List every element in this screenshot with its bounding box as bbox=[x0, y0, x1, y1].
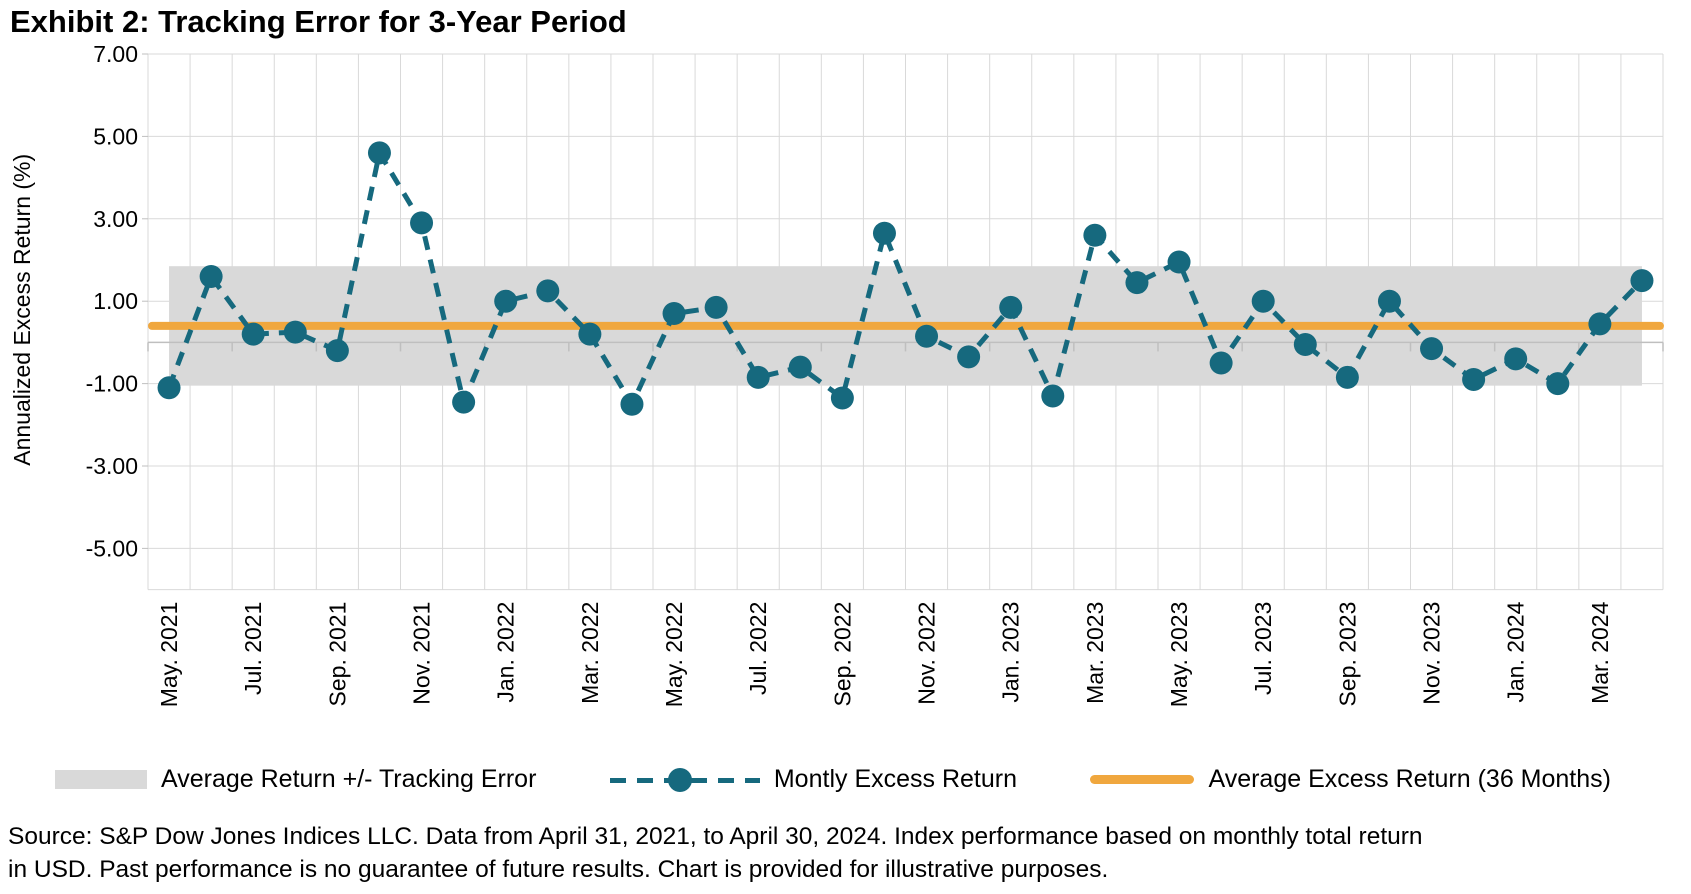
data-point-jan-2022 bbox=[494, 289, 518, 313]
data-point-jul-2023 bbox=[1251, 289, 1275, 313]
x-tick-label: Nov. 2022 bbox=[914, 601, 940, 704]
data-point-feb-2024 bbox=[1546, 371, 1570, 395]
x-tick-label: Jan. 2023 bbox=[998, 601, 1024, 702]
band-swatch-icon bbox=[55, 770, 147, 790]
y-tick-label: -3.00 bbox=[86, 453, 138, 479]
data-point-oct-2021 bbox=[367, 141, 391, 165]
data-point-mar-2022 bbox=[578, 322, 602, 346]
data-point-sep-2022 bbox=[830, 386, 854, 410]
data-point-dec-2022 bbox=[957, 344, 981, 368]
data-point-may-2022 bbox=[662, 301, 686, 325]
data-point-sep-2023 bbox=[1335, 365, 1359, 389]
data-point-mar-2024 bbox=[1588, 312, 1612, 336]
x-tick-label: Mar. 2023 bbox=[1082, 601, 1108, 703]
x-tick-label: Sep. 2022 bbox=[829, 601, 855, 706]
source-note-line2: in USD. Past performance is no guarantee… bbox=[8, 856, 1109, 884]
y-tick-label: 3.00 bbox=[93, 205, 138, 231]
x-tick-label: Sep. 2021 bbox=[324, 601, 350, 706]
chart-legend: Average Return +/- Tracking Error Montly… bbox=[0, 758, 1691, 802]
x-tick-label: May. 2022 bbox=[661, 601, 687, 707]
average-line-swatch-icon bbox=[1090, 775, 1195, 785]
data-point-aug-2021 bbox=[283, 320, 307, 344]
data-point-jun-2022 bbox=[704, 295, 728, 319]
marker-dot-icon bbox=[667, 767, 692, 792]
legend-item-monthly: Montly Excess Return bbox=[609, 765, 1017, 794]
y-tick-label: -1.00 bbox=[86, 370, 138, 396]
x-tick-label: Nov. 2021 bbox=[409, 601, 435, 704]
x-tick-label: May. 2021 bbox=[156, 601, 182, 707]
y-tick-label: -5.00 bbox=[86, 535, 138, 561]
data-point-may-2021 bbox=[157, 375, 181, 399]
data-point-nov-2022 bbox=[915, 324, 939, 348]
y-axis-labels: 7.00 5.00 3.00 1.00 -1.00 -3.00 -5.00 bbox=[86, 41, 148, 561]
data-point-nov-2023 bbox=[1420, 336, 1444, 360]
data-point-apr-2024 bbox=[1630, 268, 1654, 292]
y-tick-label: 1.00 bbox=[93, 288, 138, 314]
x-axis-labels: May. 2021 Jul. 2021 Sep. 2021 Nov. 2021 Jan.… bbox=[156, 601, 1613, 707]
data-point-nov-2021 bbox=[410, 211, 434, 235]
data-point-feb-2023 bbox=[1041, 384, 1065, 408]
y-axis-title: Annualized Excess Return (%) bbox=[9, 153, 35, 465]
legend-monthly-label: Montly Excess Return bbox=[773, 765, 1017, 794]
data-point-mar-2023 bbox=[1083, 223, 1107, 247]
y-tick-label: 5.00 bbox=[93, 123, 138, 149]
tracking-error-chart: 7.00 5.00 3.00 1.00 -1.00 -3.00 -5.00 Annualize… bbox=[9, 41, 1664, 707]
data-point-apr-2022 bbox=[620, 392, 644, 416]
data-point-aug-2022 bbox=[788, 355, 812, 379]
data-point-dec-2021 bbox=[452, 390, 476, 414]
x-tick-label: Sep. 2023 bbox=[1334, 601, 1360, 706]
data-point-jan-2024 bbox=[1504, 347, 1528, 371]
y-tick-label: 7.00 bbox=[93, 41, 138, 67]
legend-average-label: Average Excess Return (36 Months) bbox=[1208, 765, 1611, 794]
data-point-oct-2023 bbox=[1377, 289, 1401, 313]
legend-item-band: Average Return +/- Tracking Error bbox=[55, 765, 536, 794]
legend-item-average: Average Excess Return (36 Months) bbox=[1090, 765, 1611, 794]
x-tick-label: Jul. 2021 bbox=[240, 601, 266, 694]
chart-title: Exhibit 2: Tracking Error for 3-Year Per… bbox=[10, 4, 627, 39]
data-point-dec-2023 bbox=[1462, 367, 1486, 391]
source-note-line1: Source: S&P Dow Jones Indices LLC. Data … bbox=[8, 822, 1423, 850]
x-tick-label: Jul. 2022 bbox=[745, 601, 771, 694]
legend-band-label: Average Return +/- Tracking Error bbox=[161, 765, 537, 794]
data-point-jul-2021 bbox=[241, 322, 265, 346]
data-point-jan-2023 bbox=[999, 295, 1023, 319]
data-point-oct-2022 bbox=[872, 221, 896, 245]
source-note: Source: S&P Dow Jones Indices LLC. Data … bbox=[8, 820, 1691, 888]
data-point-feb-2022 bbox=[536, 279, 560, 303]
data-points bbox=[157, 141, 1654, 416]
x-tick-label: Nov. 2023 bbox=[1419, 601, 1445, 704]
data-point-aug-2023 bbox=[1293, 332, 1317, 356]
dashed-line-marker-icon bbox=[609, 767, 760, 793]
data-point-may-2023 bbox=[1167, 250, 1191, 274]
data-point-jul-2022 bbox=[746, 365, 770, 389]
x-tick-label: May. 2023 bbox=[1166, 601, 1192, 707]
data-point-jun-2023 bbox=[1209, 351, 1233, 375]
x-tick-label: Jan. 2022 bbox=[493, 601, 519, 702]
x-tick-label: Jan. 2024 bbox=[1503, 601, 1529, 702]
x-tick-label: Jul. 2023 bbox=[1250, 601, 1276, 694]
x-tick-label: Mar. 2022 bbox=[577, 601, 603, 703]
data-point-jun-2021 bbox=[199, 264, 223, 288]
data-point-apr-2023 bbox=[1125, 270, 1149, 294]
data-point-sep-2021 bbox=[325, 338, 349, 362]
x-tick-label: Mar. 2024 bbox=[1587, 601, 1613, 703]
